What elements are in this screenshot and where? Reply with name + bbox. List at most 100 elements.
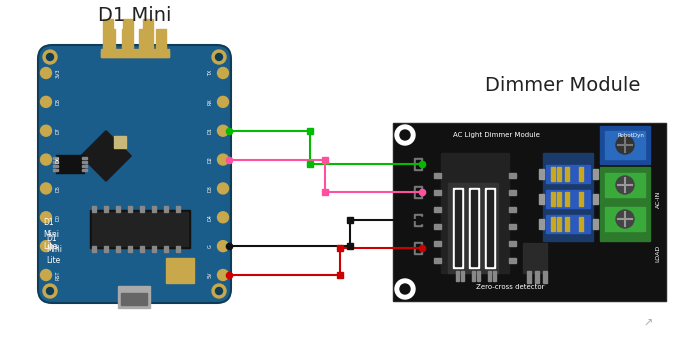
Bar	[56, 155, 84, 173]
Text: D0: D0	[56, 214, 61, 221]
Bar	[434, 224, 441, 229]
Bar	[557, 192, 561, 206]
Circle shape	[46, 287, 54, 295]
Text: 5V: 5V	[208, 272, 213, 278]
Bar	[488, 271, 491, 281]
Circle shape	[395, 279, 415, 299]
Bar	[605, 207, 645, 231]
Circle shape	[41, 241, 52, 252]
Bar	[539, 169, 544, 179]
Bar	[509, 224, 516, 229]
Circle shape	[400, 130, 410, 140]
Bar	[434, 173, 441, 178]
Bar	[461, 271, 464, 281]
Bar	[101, 51, 169, 57]
Bar	[485, 188, 495, 268]
FancyBboxPatch shape	[38, 45, 231, 303]
Bar	[92, 212, 188, 246]
Bar	[509, 241, 516, 246]
Bar	[434, 241, 441, 246]
Circle shape	[400, 284, 410, 294]
Bar	[92, 246, 96, 252]
Bar	[53, 165, 58, 167]
Bar	[579, 192, 583, 206]
Bar	[455, 190, 461, 266]
Bar	[82, 169, 87, 171]
Bar	[565, 192, 569, 206]
Bar	[539, 219, 544, 229]
Circle shape	[216, 287, 222, 295]
Circle shape	[216, 54, 222, 60]
Text: D6: D6	[56, 156, 61, 163]
Bar	[103, 19, 112, 49]
Bar	[551, 167, 555, 181]
Text: A0: A0	[56, 243, 61, 249]
Bar	[82, 165, 87, 167]
Bar	[546, 190, 590, 208]
Bar	[128, 206, 132, 212]
Circle shape	[41, 125, 52, 136]
Text: TX: TX	[208, 70, 213, 76]
Circle shape	[395, 125, 415, 145]
Bar	[453, 188, 463, 268]
Bar	[140, 206, 144, 212]
Circle shape	[43, 284, 57, 298]
Text: D2: D2	[208, 156, 213, 163]
Bar	[605, 131, 645, 159]
Bar	[523, 251, 547, 273]
Bar	[469, 188, 479, 268]
Polygon shape	[81, 131, 131, 181]
Bar	[487, 190, 493, 266]
Bar	[509, 173, 516, 178]
Text: AC-IN: AC-IN	[656, 191, 660, 208]
Circle shape	[212, 50, 226, 64]
Text: D1
Mini
Lite: D1 Mini Lite	[43, 218, 59, 251]
Circle shape	[46, 54, 54, 60]
Bar	[416, 216, 420, 224]
Circle shape	[616, 210, 634, 228]
Text: RST: RST	[56, 270, 61, 280]
Bar	[543, 153, 593, 241]
Text: RX: RX	[208, 99, 213, 105]
Circle shape	[218, 154, 228, 165]
Bar	[414, 186, 422, 198]
Bar	[557, 217, 561, 231]
Bar	[116, 206, 120, 212]
Bar	[535, 271, 539, 283]
Circle shape	[41, 212, 52, 223]
Bar	[164, 246, 168, 252]
Bar	[143, 19, 152, 49]
Text: D7: D7	[56, 127, 61, 134]
Bar	[122, 29, 131, 51]
Text: Zero-cross detector: Zero-cross detector	[476, 284, 545, 290]
Bar	[539, 194, 544, 204]
Circle shape	[218, 212, 228, 223]
Bar	[114, 136, 126, 148]
Bar	[393, 123, 666, 301]
Bar	[53, 157, 58, 159]
Bar	[600, 126, 650, 164]
Bar	[152, 206, 156, 212]
Text: Dimmer Module: Dimmer Module	[485, 76, 640, 95]
Circle shape	[218, 241, 228, 252]
Text: D1: D1	[208, 127, 213, 134]
Bar	[600, 167, 650, 241]
Text: D1 Mini: D1 Mini	[98, 6, 171, 25]
Circle shape	[41, 97, 52, 107]
Bar	[118, 286, 150, 308]
Bar	[104, 246, 108, 252]
Bar	[176, 246, 180, 252]
Bar	[546, 215, 590, 233]
Bar	[546, 165, 590, 183]
Circle shape	[616, 136, 634, 154]
Bar	[82, 161, 87, 163]
Circle shape	[218, 125, 228, 136]
Bar	[176, 206, 180, 212]
Bar	[565, 167, 569, 181]
Bar	[414, 242, 422, 254]
Bar	[565, 217, 569, 231]
Text: D8: D8	[56, 99, 61, 105]
Bar	[166, 258, 194, 283]
Bar	[579, 167, 583, 181]
Bar	[579, 217, 583, 231]
